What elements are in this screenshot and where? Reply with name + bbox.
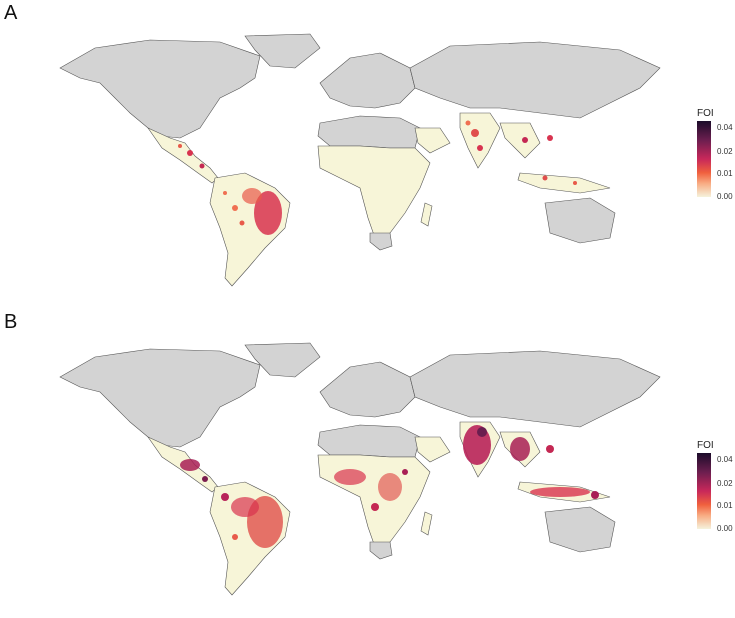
legend-title-a: FOI [697, 108, 714, 119]
legend-title-b: FOI [697, 440, 714, 451]
arabia [414, 127, 451, 154]
southern-africa [369, 541, 393, 560]
legend-colorbar-b [697, 453, 711, 529]
legend-tick-a-1: 0.02 [717, 147, 733, 156]
australia [544, 506, 616, 553]
sub-saharan-africa [317, 454, 431, 548]
europe [319, 52, 416, 109]
arabia [414, 436, 451, 463]
north-america [59, 348, 261, 448]
north-africa [317, 115, 421, 149]
continents [59, 342, 661, 596]
world-map-b [59, 342, 661, 596]
legend-tick-b-1: 0.02 [717, 479, 733, 488]
madagascar [420, 202, 433, 227]
legend-tick-b-2: 0.01 [717, 501, 733, 510]
asia [409, 41, 661, 119]
legend-colorbar-a [697, 121, 711, 197]
north-africa [317, 424, 421, 458]
greenland [244, 342, 321, 378]
indonesia [517, 172, 611, 194]
madagascar [420, 511, 433, 536]
greenland [244, 33, 321, 69]
sub-saharan-africa [317, 145, 431, 239]
foi-hotspots-b [180, 425, 599, 548]
north-america [59, 39, 261, 139]
southeast-asia [499, 122, 541, 159]
legend-tick-b-3: 0.00 [717, 524, 733, 533]
india [459, 112, 501, 169]
panel-b: B [0, 309, 735, 618]
legend-tick-a-3: 0.00 [717, 192, 733, 201]
legend-tick-a-0: 0.04 [717, 123, 733, 132]
panel-label-b: B [4, 311, 18, 333]
legend-tick-b-0: 0.04 [717, 455, 733, 464]
panel-a: A [4, 2, 733, 287]
europe [319, 361, 416, 418]
panel-label-a: A [4, 2, 18, 24]
world-map-a [59, 33, 661, 287]
continents [59, 33, 661, 287]
southern-africa [369, 232, 393, 251]
legend-tick-a-2: 0.01 [717, 169, 733, 178]
australia [544, 197, 616, 244]
asia [409, 350, 661, 428]
foi-hotspots-a [178, 120, 577, 235]
